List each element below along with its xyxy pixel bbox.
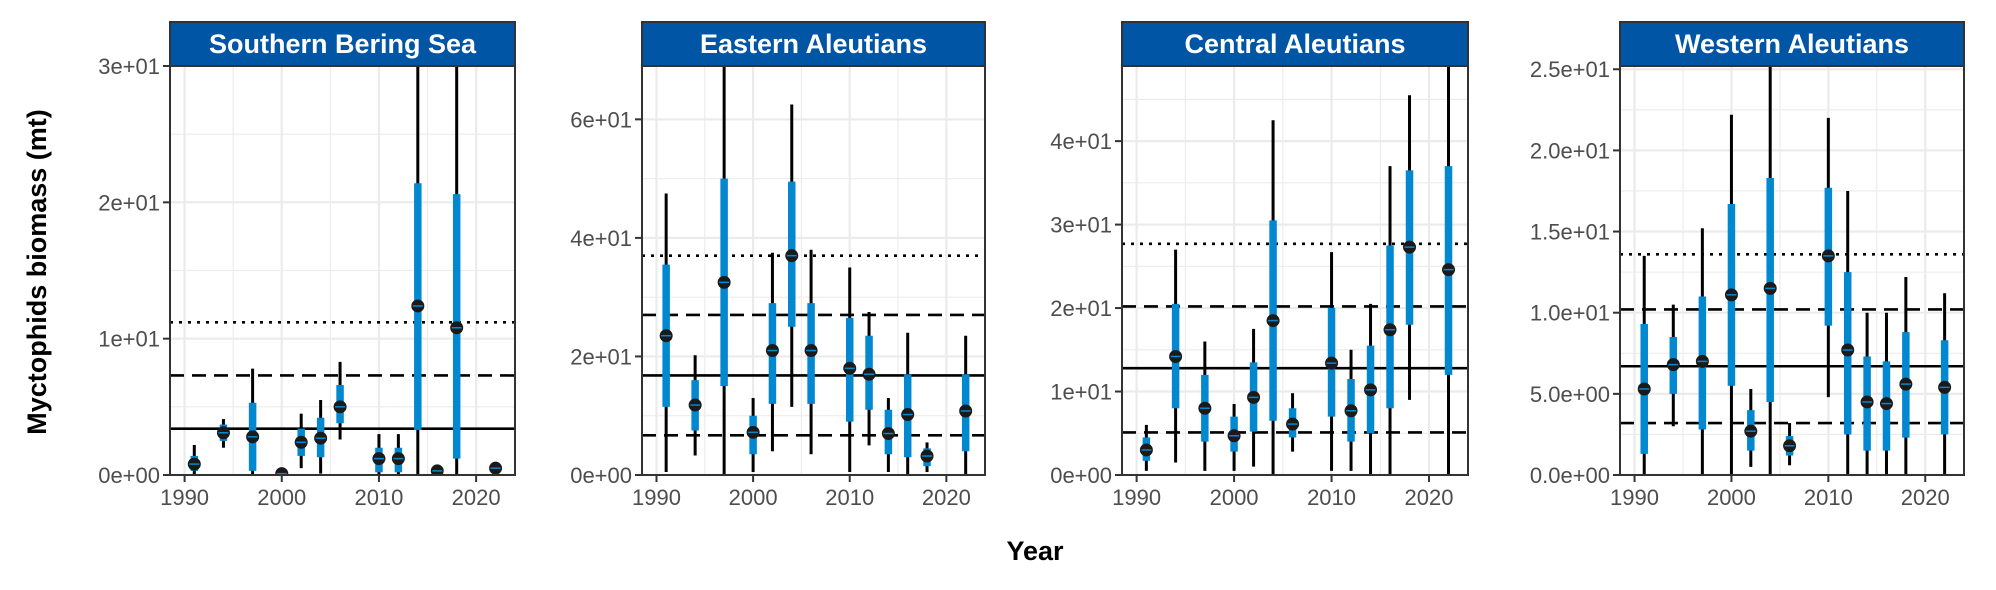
x-tick-label: 1990 xyxy=(1112,485,1161,510)
y-tick-label: 1e+01 xyxy=(98,327,160,352)
y-tick-label: 1.0e+01 xyxy=(1530,301,1610,326)
y-tick-label: 0.0e+00 xyxy=(1530,463,1610,488)
x-tick-label: 2000 xyxy=(1707,485,1756,510)
panel-3: Central Aleutians 0e+00 1e+01 2e+01 3e+01 4e+… xyxy=(1050,21,1469,510)
y-axis-label: Myctophids biomass (mt) xyxy=(22,109,52,435)
panel-2: Eastern Aleutians 0e+00 2e+01 4e+01 6e+01 199… xyxy=(570,21,986,510)
x-tick-label: 2010 xyxy=(1804,485,1853,510)
x-tick-label: 2020 xyxy=(1901,485,1950,510)
x-tick-label: 2000 xyxy=(1210,485,1259,510)
x-tick-label: 2020 xyxy=(452,485,501,510)
x-tick-label: 1990 xyxy=(632,485,681,510)
y-tick-label: 4e+01 xyxy=(570,226,632,251)
x-tick-label: 2020 xyxy=(1405,485,1454,510)
y-tick-label: 2e+01 xyxy=(570,344,632,369)
y-tick-label: 0e+00 xyxy=(98,463,160,488)
y-tick-label: 3e+01 xyxy=(98,54,160,79)
strip-header xyxy=(169,21,516,67)
data-point xyxy=(430,464,444,475)
strip-title: Western Aleutians xyxy=(1675,29,1909,59)
data-marks xyxy=(187,66,503,475)
y-tick-label: 4e+01 xyxy=(1050,129,1112,154)
x-tick-label: 2010 xyxy=(1307,485,1356,510)
x-tick-label: 2020 xyxy=(922,485,971,510)
strip-title: Southern Bering Sea xyxy=(209,29,477,59)
data-marks xyxy=(1139,66,1456,475)
strip-header xyxy=(1121,21,1469,67)
panel-4: Western Aleutians 0.0e+00 5.0e+00 1.0e+01 1.… xyxy=(1530,21,1965,510)
strip-title: Central Aleutians xyxy=(1184,29,1405,59)
y-tick-label: 0e+00 xyxy=(1050,463,1112,488)
data-marks xyxy=(1637,66,1952,475)
strip-header xyxy=(641,21,986,67)
y-tick-label: 2e+01 xyxy=(98,190,160,215)
y-tick-label: 1e+01 xyxy=(1050,380,1112,405)
x-tick-label: 2000 xyxy=(257,485,306,510)
strip-header xyxy=(1619,21,1965,67)
x-tick-label: 2010 xyxy=(825,485,874,510)
y-tick-label: 2.0e+01 xyxy=(1530,138,1610,163)
panel-1: Southern Bering Sea 0e+00 1e+01 2e+01 3e+01 1… xyxy=(98,21,516,510)
y-tick-label: 1.5e+01 xyxy=(1530,220,1610,245)
y-tick-label: 0e+00 xyxy=(570,463,632,488)
y-tick-label: 2.5e+01 xyxy=(1530,57,1610,82)
strip-title: Eastern Aleutians xyxy=(700,29,927,59)
data-marks xyxy=(659,66,973,475)
plot-background xyxy=(1620,66,1964,475)
x-tick-label: 2010 xyxy=(354,485,403,510)
x-tick-label: 1990 xyxy=(1610,485,1659,510)
x-tick-label: 1990 xyxy=(160,485,209,510)
y-tick-label: 6e+01 xyxy=(570,107,632,132)
y-tick-label: 2e+01 xyxy=(1050,296,1112,321)
panels: Southern Bering Sea 0e+00 1e+01 2e+01 3e+01 1… xyxy=(98,21,1965,510)
x-axis-label: Year xyxy=(1006,536,1064,566)
y-tick-label: 5.0e+00 xyxy=(1530,382,1610,407)
x-tick-label: 2000 xyxy=(729,485,778,510)
y-tick-label: 3e+01 xyxy=(1050,213,1112,238)
